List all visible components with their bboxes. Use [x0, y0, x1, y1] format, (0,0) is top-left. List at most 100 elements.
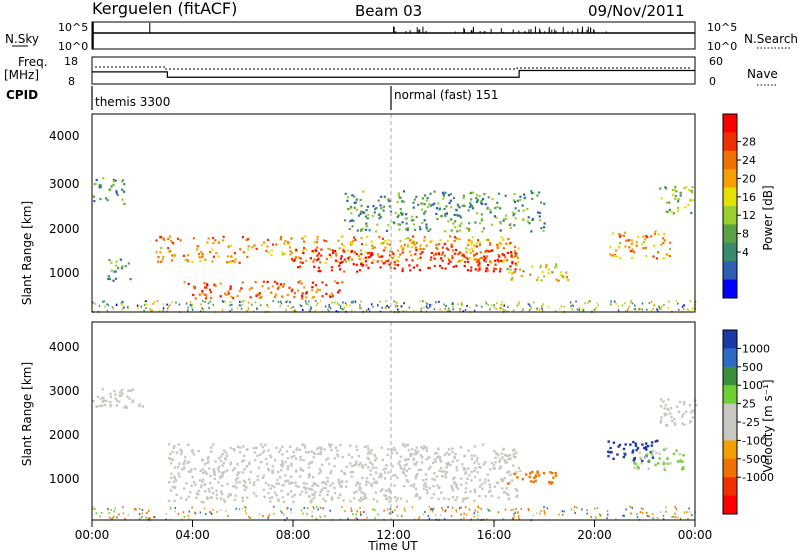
power-echo-cell	[212, 241, 215, 245]
power-echo-cell	[587, 301, 589, 304]
power-echo-cell	[295, 248, 298, 252]
power-echo-cell	[513, 245, 517, 249]
velocity-echo-cell	[647, 467, 650, 470]
power-echo-cell	[387, 258, 391, 261]
power-echo-cell	[368, 229, 371, 232]
velocity-echo-cell	[655, 451, 658, 455]
power-echo-cell	[232, 296, 235, 300]
velocity-echo-cell	[516, 489, 519, 493]
power-echo-cell	[479, 243, 482, 247]
velocity-echo-cell	[203, 470, 207, 474]
power-echo-cell	[115, 190, 118, 193]
velocity-echo-cell	[178, 462, 181, 466]
velocity-echo-cell	[447, 498, 450, 501]
power-echo-cell	[480, 217, 483, 221]
power-echo-cell	[357, 214, 361, 217]
velocity-echo-cell	[173, 475, 176, 479]
power-echo-cell	[293, 258, 296, 261]
power-echo-cell	[398, 223, 402, 226]
velocity-echo-cell	[275, 494, 278, 497]
velocity-echo-cell	[318, 468, 322, 471]
velocity-echo-cell	[358, 482, 361, 486]
power-echo-cell	[360, 263, 363, 266]
power-echo-cell	[484, 260, 487, 263]
power-echo-cell	[300, 282, 303, 285]
velocity-echo-cell	[169, 457, 172, 461]
velocity-echo-cell	[586, 512, 588, 515]
velocity-echo-cell	[291, 495, 294, 498]
velocity-echo-cell	[467, 449, 470, 453]
power-echo-cell	[421, 197, 424, 200]
power-echo-cell	[393, 260, 396, 264]
velocity-echo-cell	[532, 514, 534, 517]
velocity-echo-cell	[273, 512, 275, 515]
power-echo-cell	[196, 245, 199, 248]
velocity-echo-cell	[176, 466, 180, 469]
velocity-echo-cell	[380, 488, 384, 491]
velocity-echo-cell	[609, 446, 612, 450]
velocity-echo-cell	[270, 496, 274, 499]
power-echo-cell	[229, 260, 232, 263]
colorbar-tick-label: 28	[742, 136, 756, 149]
velocity-echo-cell	[210, 496, 214, 499]
power-echo-cell	[513, 249, 516, 252]
velocity-echo-cell	[339, 443, 342, 447]
power-echo-cell	[119, 258, 122, 261]
power-echo-cell	[438, 300, 440, 303]
velocity-echo-cell	[417, 518, 420, 521]
velocity-echo-cell	[677, 516, 679, 519]
power-echo-cell	[469, 192, 472, 195]
power-echo-cell	[331, 301, 333, 304]
power-echo-cell	[628, 246, 631, 249]
power-echo-cell	[343, 270, 346, 273]
power-echo-cell	[551, 271, 554, 274]
power-echo-cell	[321, 295, 324, 298]
power-echo-cell	[424, 301, 427, 304]
velocity-echo-cell	[444, 473, 447, 476]
freq-tick-bottom: 8	[68, 75, 75, 88]
date-label: 09/Nov/2011	[588, 2, 685, 20]
power-echo-cell	[350, 242, 354, 246]
power-echo-cell	[110, 261, 113, 264]
velocity-echo-cell	[438, 455, 442, 459]
power-echo-cell	[444, 307, 447, 310]
velocity-echo-cell	[368, 450, 371, 454]
velocity-echo-cell	[445, 508, 447, 511]
velocity-echo-cell	[222, 498, 226, 502]
velocity-echo-cell	[350, 475, 353, 478]
velocity-echo-cell	[383, 477, 387, 480]
power-echo-cell	[484, 257, 487, 260]
velocity-echo-cell	[248, 462, 251, 466]
power-echo-cell	[503, 217, 506, 221]
power-echo-cell	[524, 196, 527, 199]
velocity-echo-cell	[286, 467, 289, 471]
velocity-echo-cell	[249, 516, 251, 519]
power-echo-cell	[342, 301, 344, 304]
power-echo-cell	[462, 194, 465, 197]
velocity-echo-cell	[468, 474, 471, 477]
velocity-echo-cell	[202, 501, 205, 504]
velocity-echo-cell	[633, 466, 636, 470]
power-echo-cell	[433, 190, 436, 193]
velocity-echo-cell	[473, 475, 477, 479]
power-echo-cell	[499, 229, 502, 232]
velocity-echo-cell	[455, 508, 457, 511]
power-echo-cell	[406, 243, 410, 246]
power-echo-cell	[121, 301, 124, 304]
velocity-echo-cell	[234, 478, 238, 481]
power-echo-cell	[160, 246, 163, 249]
power-echo-cell	[530, 306, 532, 309]
nsky-trace	[92, 22, 695, 49]
power-echo-cell	[277, 300, 280, 303]
velocity-echo-cell	[663, 413, 667, 417]
power-echo-cell	[273, 295, 277, 298]
power-echo-cell	[410, 241, 413, 245]
velocity-echo-cell	[342, 499, 345, 502]
power-echo-cell	[403, 243, 406, 246]
power-echo-cell	[354, 250, 357, 254]
power-echo-cell	[412, 241, 415, 245]
power-echo-cell	[541, 270, 544, 274]
velocity-echo-cell	[464, 506, 467, 509]
power-echo-cell	[274, 293, 278, 296]
power-echo-cell	[370, 303, 373, 306]
